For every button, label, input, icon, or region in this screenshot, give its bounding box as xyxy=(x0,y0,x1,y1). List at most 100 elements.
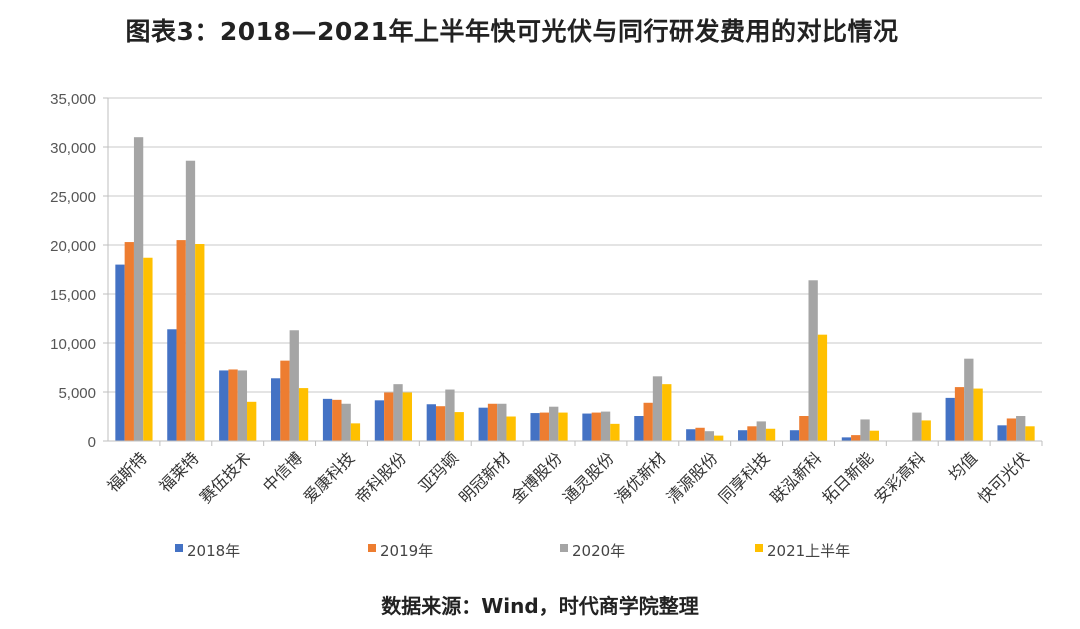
bar xyxy=(945,397,955,441)
bar xyxy=(747,426,757,441)
bar xyxy=(445,389,455,441)
bar xyxy=(756,421,766,441)
legend-label: 2020年 xyxy=(572,542,626,560)
x-tick-label: 赛伍技术 xyxy=(196,448,255,507)
bar xyxy=(237,370,248,441)
bar xyxy=(133,137,144,441)
bar xyxy=(115,264,125,441)
bar xyxy=(997,425,1007,441)
bar xyxy=(643,402,653,441)
bar xyxy=(271,378,281,441)
bar xyxy=(143,257,153,441)
bar xyxy=(384,392,394,441)
bar xyxy=(686,429,696,441)
bar xyxy=(487,403,498,441)
bar xyxy=(341,403,351,441)
bar xyxy=(435,406,446,441)
legend-label: 2018年 xyxy=(187,542,241,560)
legend-item: 2021上半年 xyxy=(755,540,850,561)
bar xyxy=(921,420,931,441)
bar xyxy=(219,370,229,441)
bar xyxy=(185,160,196,441)
bar xyxy=(506,416,516,441)
x-tick-label: 联泓新科 xyxy=(767,448,826,507)
legend-swatch xyxy=(175,543,183,552)
legend-swatch xyxy=(368,543,376,552)
bar xyxy=(1025,426,1035,441)
x-tick-label: 福莱特 xyxy=(155,448,202,495)
legend-item: 2020年 xyxy=(560,540,625,561)
bar xyxy=(869,430,879,441)
x-tick-label: 均值 xyxy=(945,448,981,484)
x-tick-label: 同享科技 xyxy=(715,448,774,507)
bar xyxy=(695,427,705,441)
bar xyxy=(176,240,186,441)
gridlines xyxy=(108,97,1042,393)
legend: 2018年 2019年 2020年 2021上半年 xyxy=(0,540,1080,564)
y-tick-label: 15,000 xyxy=(50,287,96,304)
bar xyxy=(765,428,776,441)
bar xyxy=(964,358,974,441)
x-tick-label: 福斯特 xyxy=(103,448,150,495)
bar xyxy=(322,398,333,441)
y-tick-label: 30,000 xyxy=(50,140,96,157)
bar xyxy=(860,419,870,441)
x-tick-label: 金博股份 xyxy=(507,448,566,507)
bar xyxy=(393,384,403,441)
source-note: 数据来源：Wind，时代商学院整理 xyxy=(381,594,699,618)
bar xyxy=(426,404,436,441)
bars xyxy=(115,137,1035,442)
bar xyxy=(478,407,488,441)
bar xyxy=(591,412,601,441)
bar xyxy=(549,406,559,441)
y-tick-label: 5,000 xyxy=(58,385,96,402)
y-tick-label: 10,000 xyxy=(50,336,96,353)
legend-item: 2018年 xyxy=(175,540,240,561)
y-tick-label: 0 xyxy=(88,434,96,451)
legend-swatch xyxy=(560,543,568,552)
bar xyxy=(497,403,507,441)
bar xyxy=(289,330,299,441)
x-tick-label: 安彩高科 xyxy=(870,448,929,507)
bar xyxy=(817,334,828,441)
x-tick-label: 拓日新能 xyxy=(819,448,878,507)
bar xyxy=(714,435,724,441)
bar-chart: 0 5,000 10,000 15,000 20,000 25,000 30,000 35,0… xyxy=(50,91,1043,507)
chart-title: 图表3：2018—2021年上半年快可光伏与同行研发费用的对比情况 xyxy=(125,17,899,46)
x-tick-label: 爱康科技 xyxy=(300,448,359,507)
bar xyxy=(1016,416,1026,441)
bar xyxy=(841,437,852,441)
bar xyxy=(738,430,748,441)
x-tick-label: 海优新材 xyxy=(611,448,670,507)
bar xyxy=(973,388,983,441)
bar xyxy=(298,388,309,441)
bar xyxy=(247,401,257,441)
x-tick-label: 明冠新材 xyxy=(455,448,514,507)
bar xyxy=(228,369,238,441)
bar xyxy=(789,430,800,441)
bar xyxy=(912,412,922,441)
bar xyxy=(558,412,568,441)
bar xyxy=(1006,418,1017,441)
bar xyxy=(454,412,464,441)
legend-label: 2021上半年 xyxy=(767,542,851,560)
bar xyxy=(808,280,818,441)
bar xyxy=(402,392,412,441)
x-tick-label: 通灵股份 xyxy=(559,448,618,507)
bar xyxy=(582,413,592,441)
bar xyxy=(332,399,342,441)
bar xyxy=(374,400,385,441)
bar xyxy=(704,431,715,441)
x-tick-label: 清源股份 xyxy=(663,448,722,507)
x-tick-label: 帝科股份 xyxy=(352,448,411,507)
y-axis: 0 5,000 10,000 15,000 20,000 25,000 30,000 35,0… xyxy=(50,91,109,451)
legend-label: 2019年 xyxy=(380,542,434,560)
bar xyxy=(167,329,177,441)
x-tick-label: 亚玛顿 xyxy=(415,448,462,495)
legend-swatch xyxy=(755,543,763,552)
bar xyxy=(652,376,663,441)
y-tick-label: 35,000 xyxy=(50,91,96,108)
bar xyxy=(124,242,134,441)
x-tick-label: 快可光伏 xyxy=(974,448,1033,507)
bar xyxy=(350,423,361,441)
